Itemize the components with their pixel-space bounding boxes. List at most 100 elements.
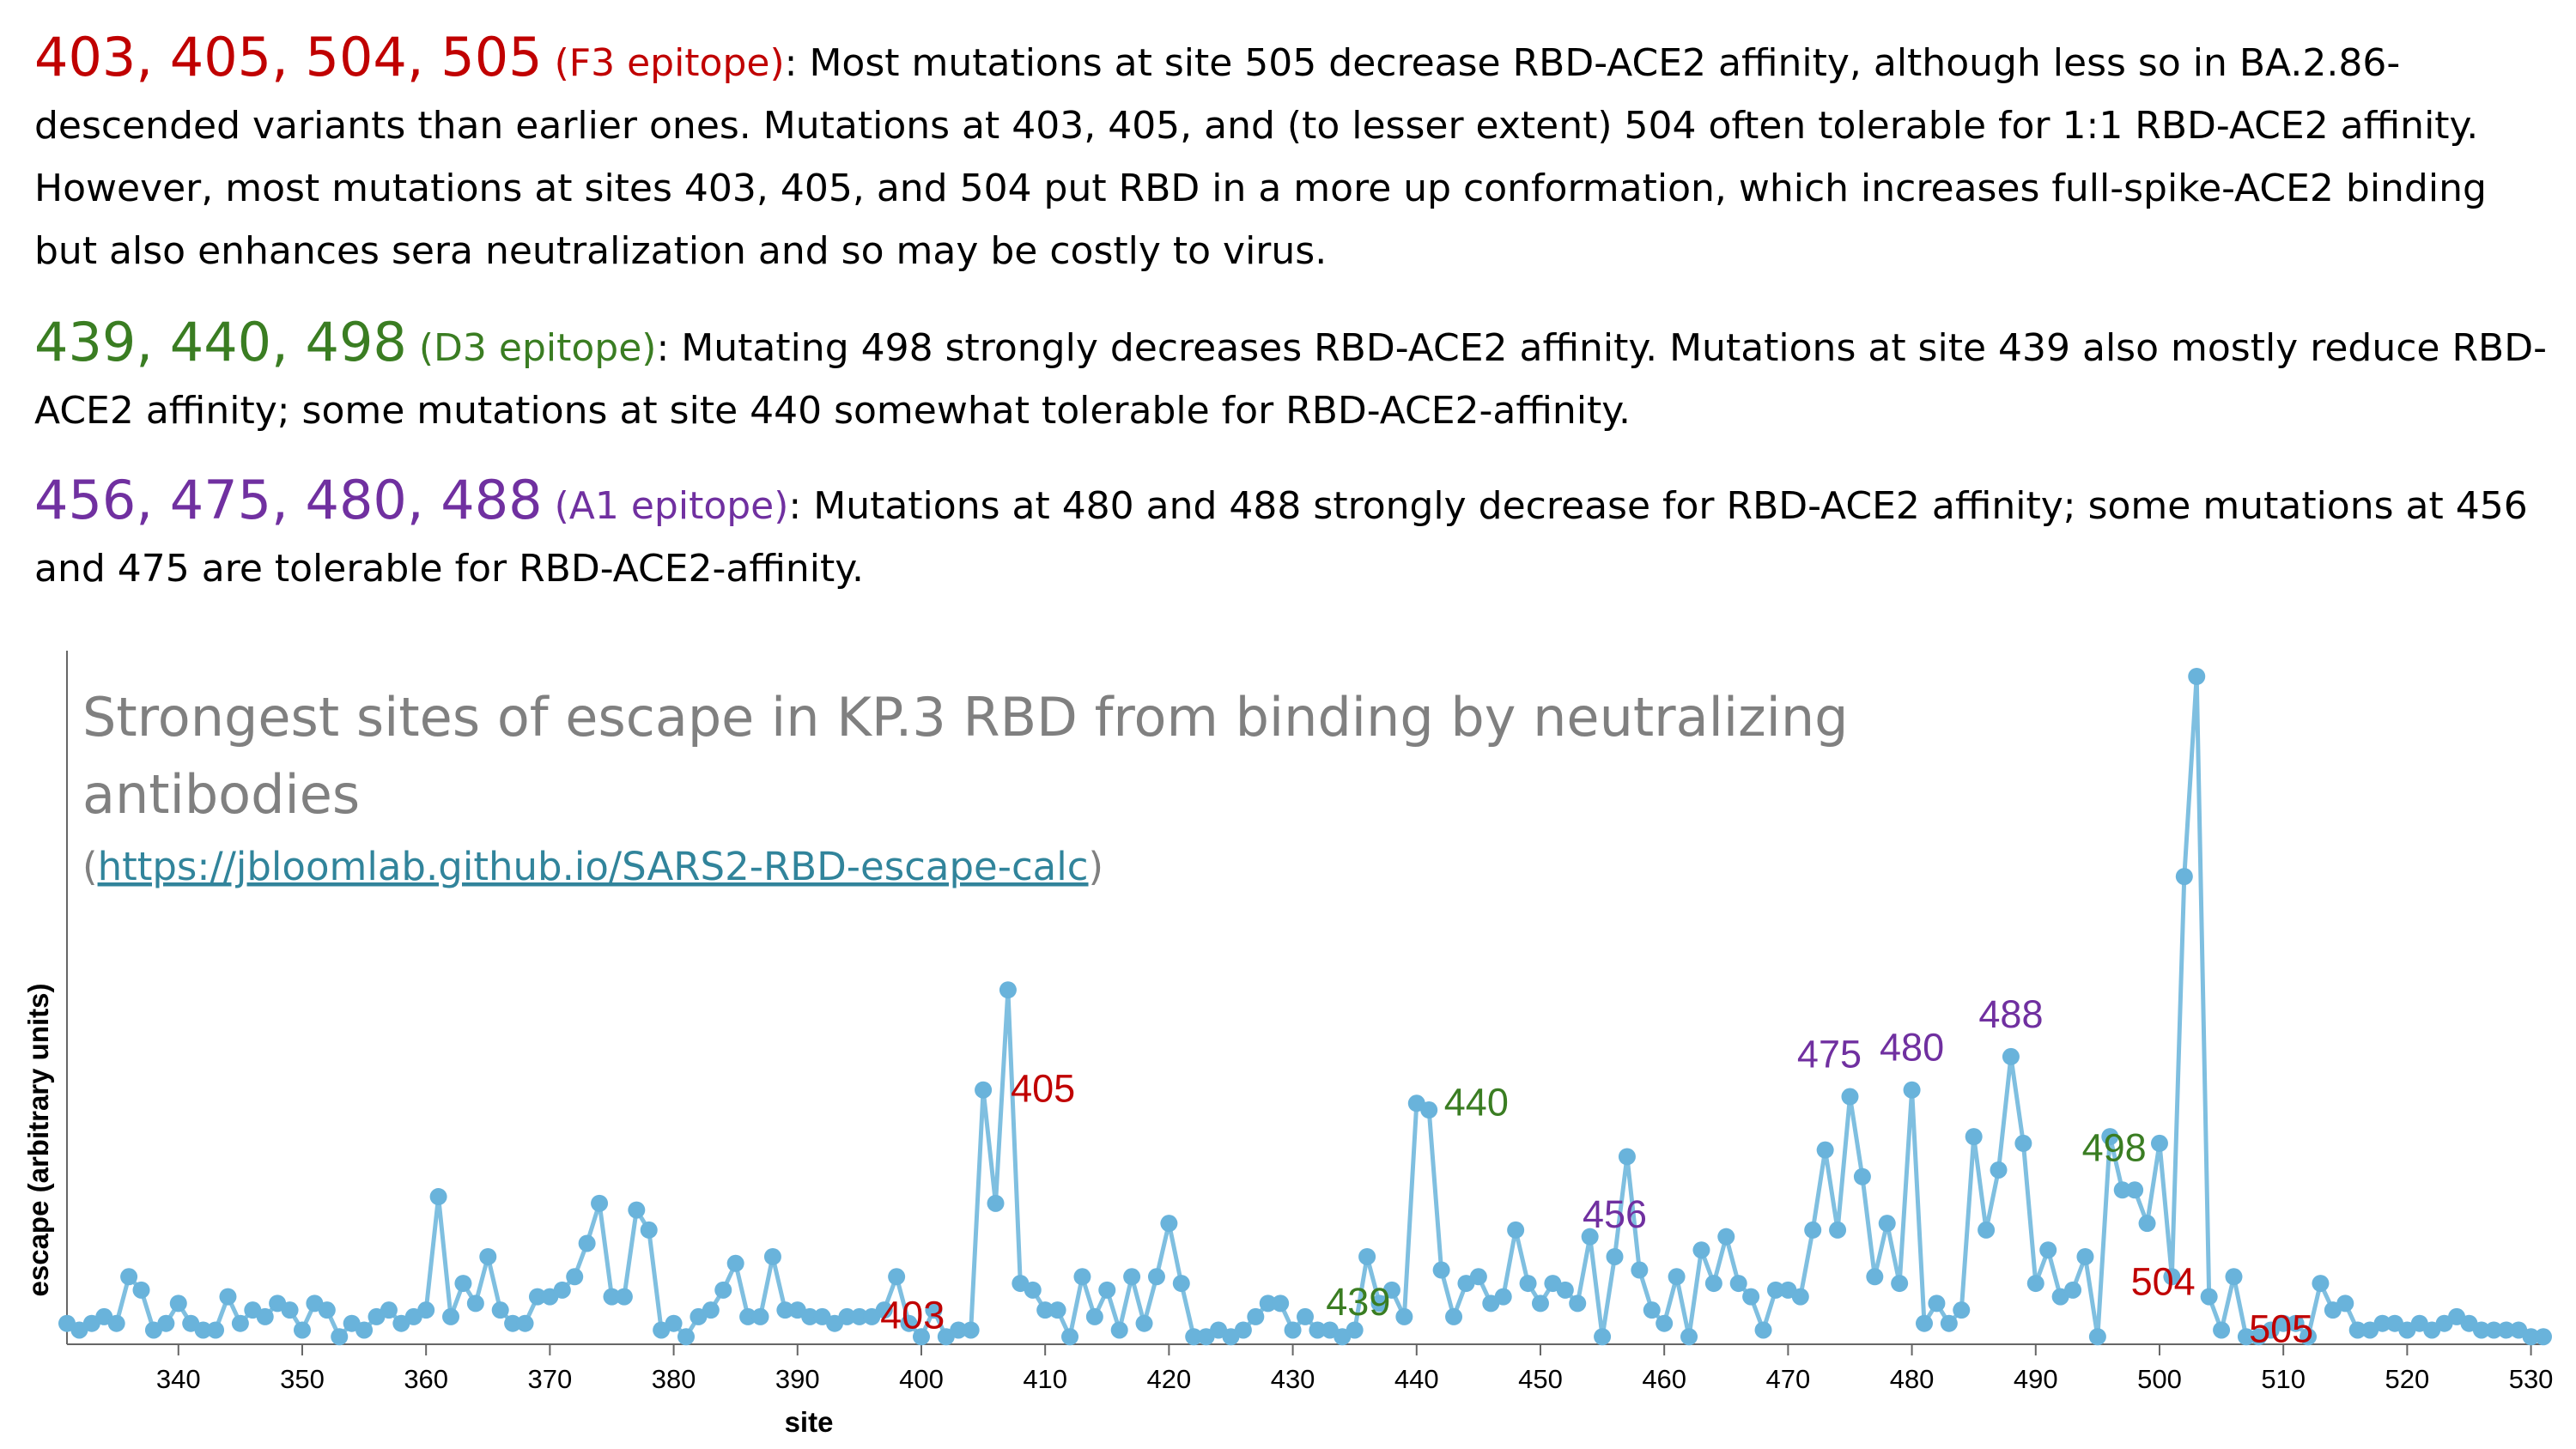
site-point (1445, 1307, 1463, 1325)
paragraph-d3: 439, 440, 498 (D3 epitope): Mutating 498… (34, 311, 2559, 442)
site-point (466, 1294, 484, 1313)
site-point (1940, 1314, 1958, 1332)
escape-series (58, 668, 2552, 1346)
site-point (1234, 1321, 1252, 1339)
site-point (479, 1247, 497, 1265)
x-tick-label: 520 (2385, 1364, 2430, 1394)
site-point (1048, 1301, 1066, 1319)
site-point (838, 1307, 856, 1325)
site-point (1656, 1314, 1674, 1332)
site-point (2225, 1268, 2243, 1286)
x-tick-label: 340 (156, 1364, 201, 1394)
site-point (912, 1328, 930, 1346)
site-point (231, 1314, 249, 1332)
site-point (702, 1301, 720, 1319)
site-point (454, 1275, 472, 1293)
site-point (1692, 1241, 1710, 1259)
site-point (442, 1307, 460, 1325)
site-point (975, 1081, 993, 1099)
site-point (2373, 1314, 2391, 1332)
site-point (566, 1268, 584, 1286)
site-point (2138, 1215, 2156, 1233)
site-point (2485, 1321, 2503, 1339)
x-tick-label: 350 (280, 1364, 325, 1394)
site-point (1061, 1328, 1079, 1346)
paragraph-a1: 456, 475, 480, 488 (A1 epitope): Mutatio… (34, 469, 2559, 600)
y-axis-label: escape (arbitrary units) (22, 984, 54, 1297)
site-point (293, 1321, 311, 1339)
site-label-440: 440 (1444, 1080, 1509, 1124)
epitope-a1: (A1 epitope) (554, 484, 789, 528)
site-point (1965, 1128, 1983, 1146)
chart-title-line-1: Strongest sites of escape in KP.3 RBD fr… (82, 686, 1849, 749)
site-point (1135, 1314, 1153, 1332)
site-point (1990, 1161, 2008, 1179)
site-point (1085, 1307, 1103, 1325)
site-point (1284, 1321, 1302, 1339)
site-point (1804, 1221, 1822, 1239)
site-point (1569, 1294, 1587, 1313)
site-point (1297, 1307, 1314, 1325)
chart-source-link[interactable]: https://jbloomlab.github.io/SARS2-RBD-es… (98, 844, 1089, 889)
site-point (900, 1314, 918, 1332)
site-point (1185, 1328, 1203, 1346)
site-point (2039, 1241, 2057, 1259)
site-point (1594, 1328, 1612, 1346)
site-point (256, 1307, 274, 1325)
site-point (850, 1307, 868, 1325)
site-point (553, 1281, 571, 1299)
site-point (2213, 1321, 2231, 1339)
site-point (1073, 1268, 1091, 1286)
site-point (763, 1247, 781, 1265)
site-label-498: 498 (2082, 1125, 2147, 1169)
site-point (714, 1281, 732, 1299)
site-point (207, 1321, 225, 1339)
site-point (504, 1314, 522, 1332)
site-label-480: 480 (1880, 1026, 1944, 1070)
site-point (1160, 1215, 1178, 1233)
x-tick-label: 470 (1766, 1364, 1811, 1394)
site-point (1469, 1268, 1487, 1286)
site-point (281, 1301, 299, 1319)
site-point (875, 1301, 893, 1319)
site-point (380, 1301, 398, 1319)
x-tick-label: 410 (1023, 1364, 1067, 1394)
site-point (1841, 1088, 1859, 1106)
site-point (1098, 1281, 1116, 1299)
site-point (2076, 1247, 2094, 1265)
site-point (2026, 1275, 2044, 1293)
site-point (640, 1221, 658, 1239)
site-label-456: 456 (1583, 1192, 1647, 1236)
site-point (2275, 1314, 2293, 1332)
site-point (1309, 1321, 1327, 1339)
site-point (1024, 1281, 1042, 1299)
site-point (331, 1328, 349, 1346)
site-point (1036, 1301, 1054, 1319)
site-label-405: 405 (1011, 1067, 1075, 1111)
site-point (491, 1301, 509, 1319)
site-point (1606, 1247, 1624, 1265)
site-point (1581, 1228, 1599, 1246)
site-point (2101, 1128, 2119, 1146)
site-point (987, 1194, 1005, 1212)
site-point (925, 1301, 943, 1319)
site-point (1272, 1294, 1290, 1313)
site-point (1928, 1294, 1946, 1313)
site-point (2163, 1268, 2181, 1286)
site-point (1866, 1268, 1884, 1286)
site-point (1507, 1221, 1525, 1239)
site-point (2126, 1181, 2144, 1199)
site-label-439: 439 (1326, 1280, 1390, 1324)
site-point (1704, 1275, 1722, 1293)
site-point (1878, 1215, 1896, 1233)
site-point (516, 1314, 534, 1332)
site-point (1110, 1321, 1128, 1339)
site-point (169, 1294, 187, 1313)
site-point (2088, 1328, 2106, 1346)
sites-a1: 456, 475, 480, 488 (34, 469, 543, 531)
chart-source: (https://jbloomlab.github.io/SARS2-RBD-e… (82, 844, 1103, 889)
site-point (132, 1281, 150, 1299)
site-point (2300, 1328, 2318, 1346)
site-point (1556, 1281, 1574, 1299)
site-point (801, 1307, 819, 1325)
